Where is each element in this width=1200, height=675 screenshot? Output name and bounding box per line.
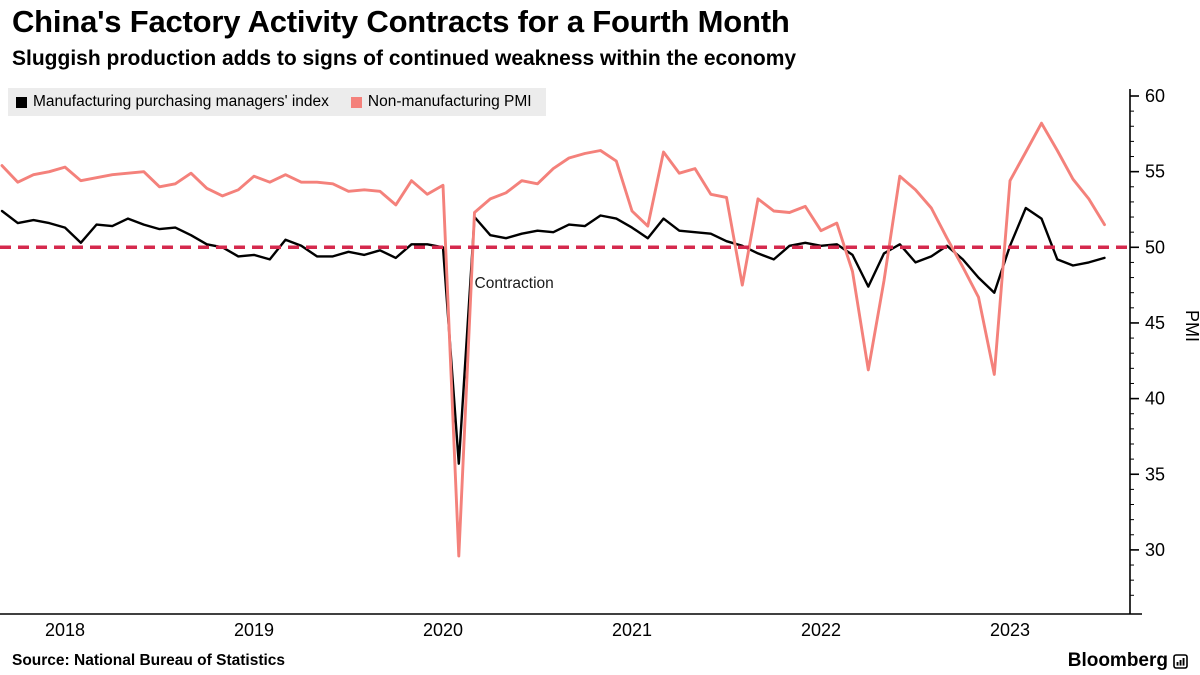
- bar-chart-icon: [1173, 653, 1188, 669]
- legend-label-manufacturing: Manufacturing purchasing managers' index: [33, 93, 329, 110]
- pmi-line-chart-canvas: 30 35 40 45 50 55 60 Contraction 2018 2019 2020 202…: [0, 86, 1200, 640]
- y-tick-label: 45: [1145, 313, 1165, 333]
- chart-title: China's Factory Activity Contracts for a…: [12, 4, 790, 39]
- chart-subtitle: Sluggish production adds to signs of con…: [12, 46, 797, 70]
- x-tick-label: 2019: [234, 620, 274, 640]
- non-manufacturing-pmi-line: [0, 121, 1106, 558]
- y-tick-label: 40: [1145, 389, 1165, 409]
- pmi-chart: Manufacturing purchasing managers' index…: [0, 84, 1200, 650]
- non-manufacturing-series-swatch: [350, 96, 362, 108]
- bloomberg-wordmark: Bloomberg: [1067, 650, 1168, 671]
- manufacturing-pmi-line: [0, 206, 1106, 465]
- y-tick-label: 60: [1145, 86, 1165, 106]
- x-tick-label: 2021: [612, 620, 652, 640]
- chart-legend: Manufacturing purchasing managers' index…: [8, 88, 546, 116]
- manufacturing-series-swatch: [16, 96, 27, 108]
- x-tick-label: 2018: [45, 620, 85, 640]
- legend-item-non-manufacturing: Non-manufacturing PMI: [350, 93, 532, 111]
- y-tick-label: 50: [1145, 237, 1165, 257]
- legend-label-non-manufacturing: Non-manufacturing PMI: [367, 93, 532, 110]
- x-tick-label: 2020: [423, 620, 463, 640]
- x-tick-label: 2022: [801, 620, 841, 640]
- legend-item-manufacturing: Manufacturing purchasing managers' index: [16, 93, 329, 111]
- chart-footer: Source: National Bureau of Statistics Bl…: [12, 650, 1188, 672]
- bloomberg-logo: Bloomberg: [1068, 650, 1188, 672]
- source-note: Source: National Bureau of Statistics: [12, 652, 286, 669]
- y-tick-label: 55: [1145, 162, 1165, 182]
- y-tick-label: 30: [1145, 540, 1165, 560]
- y-tick-label: 35: [1145, 464, 1165, 484]
- chart-header: China's Factory Activity Contracts for a…: [12, 0, 796, 70]
- contraction-annotation: Contraction: [475, 275, 554, 292]
- x-tick-label: 2023: [990, 620, 1030, 640]
- y-axis-title: PMI: [1182, 310, 1200, 342]
